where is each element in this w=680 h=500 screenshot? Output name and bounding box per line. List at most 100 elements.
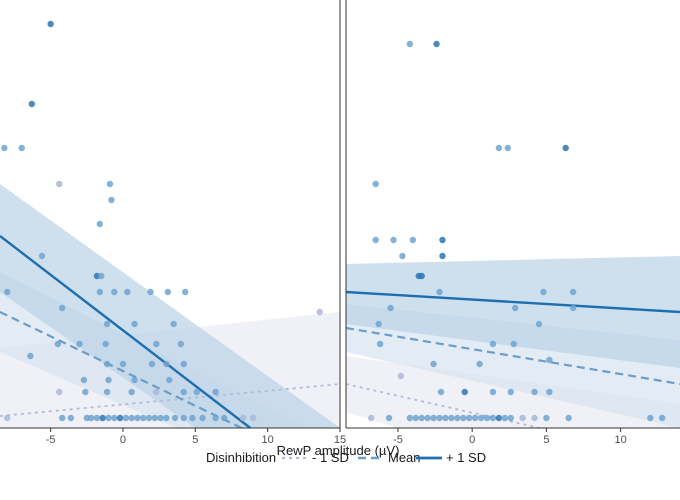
data-point — [4, 414, 11, 422]
data-point — [647, 414, 654, 422]
x-tick-label: -5 — [393, 434, 403, 446]
data-point — [495, 414, 503, 422]
data-point — [134, 414, 141, 422]
data-point — [93, 414, 101, 422]
data-point — [466, 414, 473, 422]
right-points — [368, 40, 666, 422]
data-point — [199, 414, 206, 422]
data-point — [387, 304, 394, 312]
data-point — [489, 414, 497, 422]
data-point — [163, 414, 170, 422]
fit-line-minus-1sd — [0, 383, 340, 417]
data-point — [4, 288, 11, 296]
data-point — [390, 236, 397, 244]
data-point — [212, 414, 219, 422]
data-point — [180, 414, 187, 422]
data-point — [316, 308, 323, 316]
data-point — [461, 388, 468, 396]
data-point — [212, 388, 219, 396]
data-point — [111, 288, 118, 296]
data-point — [448, 414, 455, 422]
right-x-ticks: -5 0 5 10 — [393, 428, 627, 446]
data-point — [163, 360, 170, 368]
legend-item-mean: Mean — [358, 450, 421, 465]
data-point — [412, 414, 419, 422]
data-point — [151, 414, 159, 422]
data-point — [82, 388, 89, 396]
data-point — [406, 414, 414, 422]
data-point — [140, 414, 147, 422]
data-point — [99, 414, 106, 422]
data-point — [153, 388, 160, 396]
data-point — [504, 144, 512, 152]
data-point — [157, 414, 164, 422]
data-point — [105, 414, 112, 422]
data-point — [543, 414, 550, 422]
fit-line-mean — [346, 326, 680, 386]
data-point — [148, 360, 156, 368]
data-point — [399, 252, 406, 260]
data-point — [436, 414, 443, 422]
data-point — [424, 414, 431, 422]
data-point — [430, 414, 437, 422]
data-point — [96, 288, 104, 296]
data-point — [128, 388, 135, 396]
data-point — [27, 352, 34, 360]
data-point — [385, 414, 393, 422]
legend-label: Mean — [388, 450, 421, 465]
data-point — [546, 388, 553, 396]
data-point — [103, 360, 111, 368]
right-panel: -5 0 5 10 — [345, 0, 680, 446]
data-point — [569, 304, 577, 312]
legend-label: + 1 SD — [446, 450, 486, 465]
data-point — [180, 388, 187, 396]
data-point — [540, 288, 547, 296]
data-point — [106, 180, 114, 188]
left-ribbons — [0, 184, 340, 428]
data-point — [122, 414, 130, 422]
data-point — [531, 414, 538, 422]
data-point — [442, 414, 449, 422]
data-point — [59, 414, 66, 422]
data-point — [28, 100, 36, 108]
data-point — [433, 40, 440, 48]
data-point — [569, 288, 577, 296]
data-point — [483, 414, 491, 422]
x-tick-label: 0 — [469, 434, 475, 446]
data-point — [658, 414, 666, 422]
data-point — [67, 414, 75, 422]
data-point — [96, 220, 104, 228]
x-tick-label: -5 — [46, 434, 56, 446]
right-fit-lines — [346, 290, 680, 428]
data-point — [376, 340, 384, 348]
data-point — [397, 372, 405, 380]
data-point — [153, 340, 160, 348]
data-point — [164, 288, 172, 296]
data-point — [59, 304, 66, 312]
data-point — [189, 414, 196, 422]
left-x-ticks: -5 0 5 10 15 — [46, 428, 346, 446]
data-point — [418, 272, 425, 280]
x-tick-label: 5 — [543, 434, 549, 446]
legend: Disinhibition - 1 SD Mean + 1 SD — [206, 450, 486, 465]
data-point — [507, 414, 514, 422]
data-point — [38, 252, 46, 260]
x-tick-label: 5 — [192, 434, 198, 446]
left-panel: -5 0 5 10 15 — [0, 0, 346, 446]
data-point — [565, 414, 572, 422]
data-point — [535, 320, 543, 328]
data-point — [375, 320, 382, 328]
fit-line-mean — [0, 311, 243, 428]
data-point — [477, 414, 485, 422]
data-point — [372, 236, 379, 244]
x-tick-label: 10 — [614, 434, 626, 446]
legend-title: Disinhibition — [206, 450, 276, 465]
data-point — [181, 288, 189, 296]
data-point — [124, 288, 131, 296]
data-point — [507, 388, 514, 396]
data-point — [170, 320, 177, 328]
data-point — [476, 360, 483, 368]
x-axis-title: RewP amplitude (µV) — [277, 443, 400, 458]
data-point — [489, 388, 497, 396]
